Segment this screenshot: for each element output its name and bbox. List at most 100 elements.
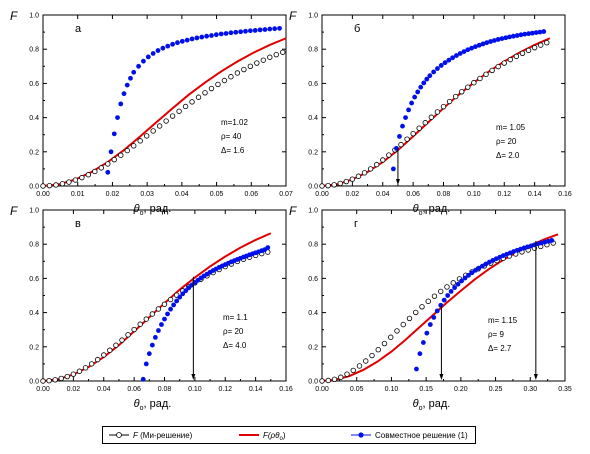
x-tick-label: 0.08 xyxy=(437,191,451,198)
y-tick-label: 0.8 xyxy=(308,242,318,249)
data-point-joint xyxy=(131,69,137,75)
data-point-joint xyxy=(522,31,528,37)
data-point-joint xyxy=(175,40,180,46)
x-tick-label: 0.06 xyxy=(244,191,258,198)
data-point-mie xyxy=(143,133,150,139)
y-tick-label: 1.0 xyxy=(29,13,39,20)
data-point-joint xyxy=(420,340,426,345)
data-point-joint xyxy=(448,288,454,294)
legend-item-3: Совместное решение (1) xyxy=(351,431,468,440)
data-point-mie xyxy=(388,334,394,340)
data-point-mie xyxy=(169,113,176,119)
data-point-joint xyxy=(503,35,509,41)
data-point-joint xyxy=(541,29,547,34)
data-point-joint xyxy=(431,314,437,320)
x-tick-label: 0.20 xyxy=(454,386,468,393)
y-axis-label: F xyxy=(289,9,297,23)
data-point-mie xyxy=(70,371,77,377)
parameter-annotation: ρ= 20 xyxy=(223,327,244,336)
data-point-joint xyxy=(424,76,430,82)
y-tick-label: 0.6 xyxy=(308,81,318,88)
data-point-mie xyxy=(119,337,125,343)
data-point-joint xyxy=(149,342,155,348)
data-point-joint xyxy=(179,38,185,44)
data-point-joint xyxy=(174,298,180,304)
data-point-joint xyxy=(533,30,539,36)
parameter-annotation: Δ= 1.6 xyxy=(221,146,245,155)
data-point-mie xyxy=(111,156,117,163)
panel-2: 0.00 0.02 0.04 0.06 0.08 0.10 0.12 0.14 0.16 0.0 0… xyxy=(289,9,572,217)
parameter-annotation: Δ= 2.7 xyxy=(488,344,512,353)
x-tick-label: 0.06 xyxy=(127,386,141,393)
data-point-joint xyxy=(152,334,158,340)
x-tick-label: 0.16 xyxy=(279,386,293,393)
data-point-joint xyxy=(480,41,486,47)
panel-label: г xyxy=(354,218,358,230)
data-point-joint xyxy=(194,35,200,41)
parameter-annotation: ρ= 9 xyxy=(488,330,504,339)
parameter-annotation: m= 1.1 xyxy=(223,313,248,322)
data-point-joint xyxy=(452,285,458,291)
data-point-joint xyxy=(159,322,164,327)
data-point-joint xyxy=(476,42,482,48)
data-point-joint xyxy=(415,89,421,95)
y-tick-label: 0.2 xyxy=(308,149,318,156)
panel-label: б xyxy=(354,23,360,35)
x-tick-label: 0.03 xyxy=(140,191,154,198)
data-point-mie xyxy=(118,152,124,158)
data-point-mie xyxy=(101,352,107,358)
data-point-joint xyxy=(162,316,167,322)
data-point-joint xyxy=(105,169,111,175)
data-point-mie xyxy=(113,342,119,348)
data-point-joint xyxy=(438,63,444,68)
data-point-joint xyxy=(177,294,183,300)
data-point-mie xyxy=(406,315,413,322)
data-point-joint xyxy=(199,34,205,40)
y-tick-label: 0.8 xyxy=(29,242,39,249)
data-point-joint xyxy=(549,238,555,243)
x-tick-label: 0.02 xyxy=(106,191,120,198)
data-point-mie xyxy=(495,63,501,70)
data-point-mie xyxy=(267,54,273,60)
data-point-mie xyxy=(53,182,59,188)
data-point-mie xyxy=(367,166,374,172)
data-point-mie xyxy=(419,304,425,310)
data-point-joint xyxy=(213,32,219,38)
data-point-mie xyxy=(52,377,58,383)
data-point-mie xyxy=(525,47,532,54)
data-point-joint xyxy=(209,33,214,38)
x-axis-label: θo, рад. xyxy=(413,398,451,412)
data-point-mie xyxy=(325,377,331,384)
data-point-mie xyxy=(254,60,260,66)
marker-arrow-head xyxy=(533,374,538,380)
legend-label: F (Ми-решение) xyxy=(133,431,193,440)
x-tick-label: 0.08 xyxy=(158,386,172,393)
data-point-joint xyxy=(136,63,141,69)
data-point-joint xyxy=(518,32,524,38)
data-point-mie xyxy=(58,375,64,382)
y-tick-label: 0.8 xyxy=(308,47,318,54)
panel-label: в xyxy=(75,218,81,230)
data-point-joint xyxy=(442,60,448,66)
x-tick-label: 0.00 xyxy=(36,386,50,393)
y-tick-label: 0.0 xyxy=(308,379,318,386)
data-point-joint xyxy=(140,376,146,382)
data-point-joint xyxy=(265,245,271,251)
y-tick-label: 0.4 xyxy=(308,310,318,317)
x-tick-label: 0.07 xyxy=(279,191,293,198)
y-tick-label: 0.4 xyxy=(29,310,39,317)
data-point-mie xyxy=(79,174,85,181)
data-point-joint xyxy=(438,302,444,308)
data-point-mie xyxy=(137,321,143,327)
data-point-mie xyxy=(440,103,447,110)
data-point-mie xyxy=(182,103,189,110)
data-point-joint xyxy=(189,36,195,42)
data-point-mie xyxy=(363,358,369,364)
data-point-joint xyxy=(150,51,156,56)
x-axis-label: θo, рад. xyxy=(413,203,451,217)
x-tick-label: 0.01 xyxy=(71,191,85,198)
data-point-joint xyxy=(510,33,516,39)
data-point-mie xyxy=(350,367,356,374)
data-point-mie xyxy=(319,378,325,384)
